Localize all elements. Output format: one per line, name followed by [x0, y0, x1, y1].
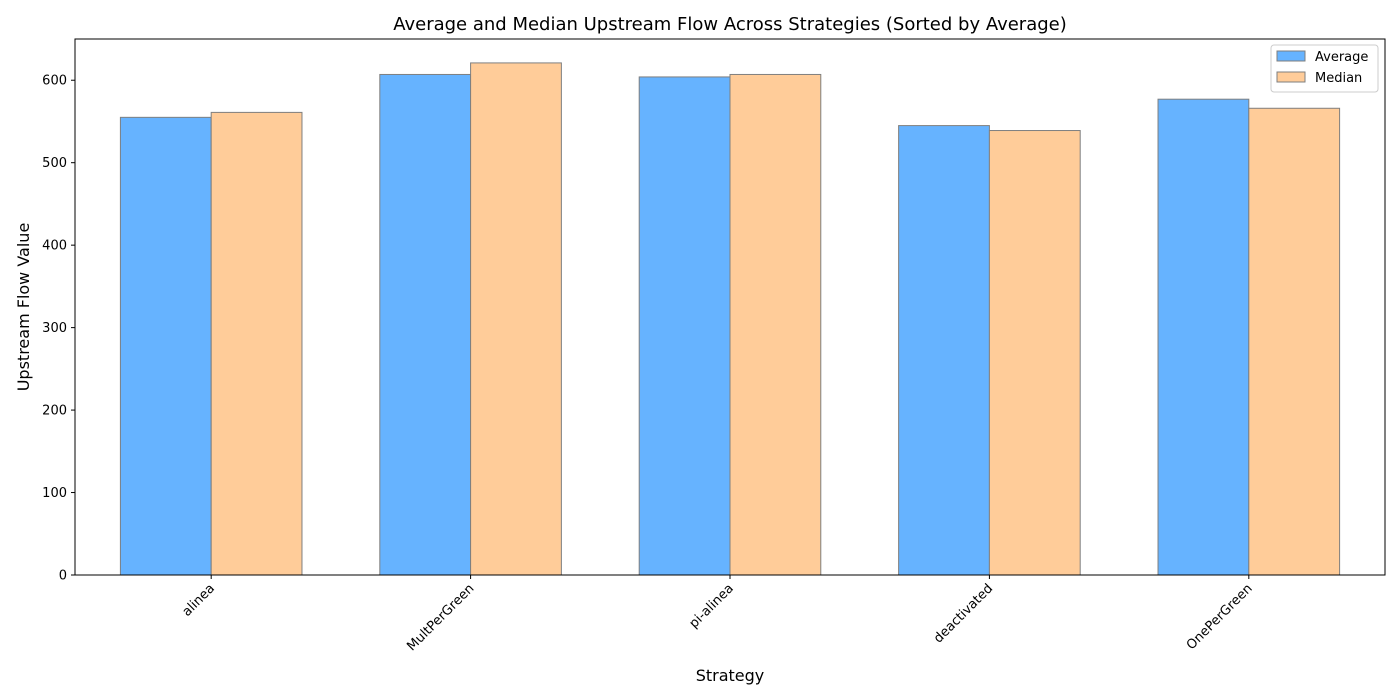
chart-title: Average and Median Upstream Flow Across … — [393, 14, 1067, 35]
legend-label-median: Median — [1315, 71, 1362, 86]
bar-average-onepergreen — [1157, 98, 1250, 576]
x-ticks: alinea MultPerGreen pi-alinea deactivated On… — [180, 575, 1256, 654]
y-tick-label: 100 — [42, 486, 67, 501]
y-axis-label: Upstream Flow Value — [14, 223, 33, 392]
bar-median-alinea — [210, 111, 303, 576]
y-tick-label: 300 — [42, 321, 67, 336]
bar-median-onepergreen — [1248, 107, 1341, 576]
x-tick-label: deactivated — [931, 581, 996, 646]
y-ticks: 0 100 200 300 400 500 600 — [42, 74, 75, 584]
bars-layer — [119, 62, 1341, 576]
x-axis-label: Strategy — [696, 666, 765, 685]
y-tick-label: 0 — [59, 569, 67, 584]
bar-average-alinea — [119, 116, 212, 576]
legend-swatch-median — [1276, 71, 1306, 83]
x-tick-label: pi-alinea — [687, 581, 737, 631]
bar-median-deactivated — [988, 130, 1081, 576]
y-tick-label: 400 — [42, 239, 67, 254]
y-tick-label: 200 — [42, 404, 67, 419]
x-tick-label: MultPerGreen — [404, 581, 477, 654]
y-tick-label: 600 — [42, 74, 67, 89]
x-tick-label: alinea — [180, 581, 218, 619]
legend: Average Median — [1270, 44, 1379, 93]
bar-median-pi-alinea — [729, 73, 822, 576]
bar-average-multpergreen — [379, 73, 472, 576]
legend-label-average: Average — [1315, 50, 1368, 65]
x-tick-label: OnePerGreen — [1184, 581, 1256, 653]
bar-average-deactivated — [898, 125, 990, 576]
bar-median-multpergreen — [470, 62, 562, 576]
y-tick-label: 500 — [42, 156, 67, 171]
legend-swatch-average — [1276, 50, 1306, 62]
bar-average-pi-alinea — [638, 76, 731, 576]
